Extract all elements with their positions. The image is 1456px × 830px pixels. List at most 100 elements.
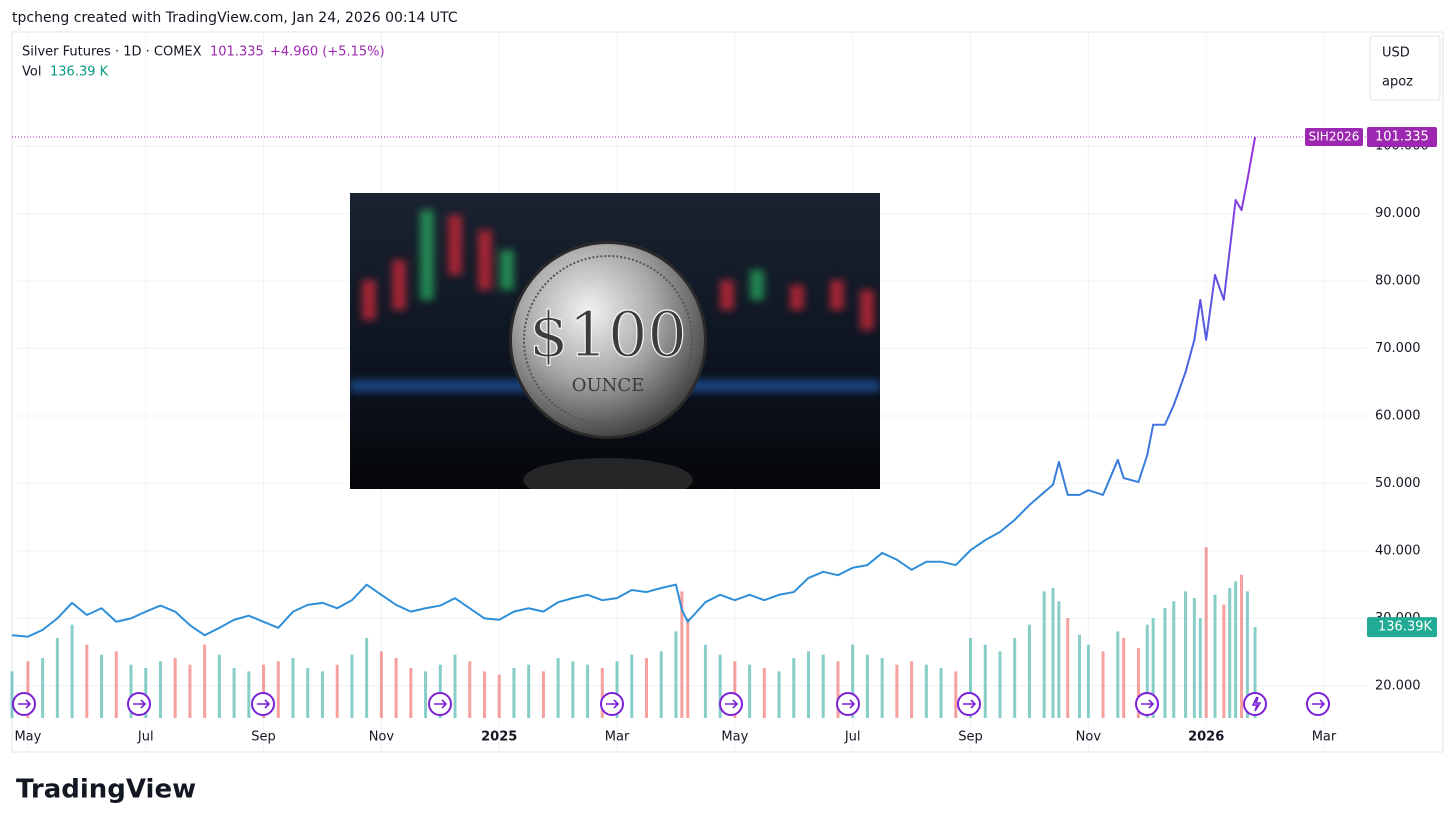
volume-bar	[1145, 624, 1149, 718]
event-arrows	[18, 696, 1326, 712]
volume-bar	[379, 651, 383, 718]
volume-bar	[924, 664, 928, 718]
x-tick-label: Nov	[369, 730, 395, 745]
volume-bar	[394, 658, 398, 718]
x-tick-label: Sep	[251, 730, 276, 745]
volume-label: 136.39K	[1378, 620, 1432, 635]
volume-bar	[100, 654, 104, 718]
volume-bar	[247, 671, 251, 718]
volume-bar	[686, 618, 690, 718]
volume-bar	[129, 664, 133, 718]
volume-bar	[1253, 627, 1257, 718]
volume-bar	[262, 664, 266, 718]
volume-bar	[880, 658, 884, 718]
volume-bar	[1122, 638, 1126, 718]
volume-bar	[438, 664, 442, 718]
volume-bar	[600, 668, 604, 718]
volume-bar	[1151, 618, 1155, 718]
currency-box[interactable]	[1369, 35, 1441, 101]
volume-bar	[320, 671, 324, 718]
volume-bar	[836, 661, 840, 718]
price	[11, 136, 1257, 638]
volume-bar	[453, 654, 457, 718]
volume-bar	[674, 631, 678, 718]
volume-bar	[1042, 591, 1046, 718]
x-tick-label: Sep	[958, 730, 983, 745]
volume-bar	[586, 664, 590, 718]
volume-bar	[70, 624, 74, 718]
volume-bar	[1163, 608, 1167, 718]
x-tick-label: 2025	[481, 730, 517, 745]
volume-bar	[10, 671, 14, 718]
volume-bar	[851, 644, 855, 718]
ticker-label: SIH2026	[1309, 130, 1360, 144]
volume-bar	[1101, 651, 1105, 718]
volume-bar	[1066, 618, 1070, 718]
x-tick-label: 2026	[1188, 730, 1224, 745]
volume-bar	[1172, 601, 1176, 718]
volume-bar	[1213, 594, 1217, 718]
volume-bar	[1136, 648, 1140, 718]
volume-bar	[969, 638, 973, 718]
volume-bar	[1222, 604, 1226, 718]
x-tick-label: Mar	[605, 730, 630, 745]
y-tick-label: 80.000	[1375, 273, 1421, 288]
volume-bar	[306, 668, 310, 718]
volume-bar	[630, 654, 634, 718]
volume-bar	[1245, 591, 1249, 718]
header-price: 101.335	[210, 45, 264, 60]
volume-bar	[615, 661, 619, 718]
coin-subtext: OUNCE	[572, 375, 645, 396]
volume-bar	[1184, 591, 1188, 718]
volume-bar	[1228, 588, 1232, 718]
volume-bar	[335, 664, 339, 718]
volume-bar	[41, 658, 45, 718]
volume-bar	[232, 668, 236, 718]
y-tick-label: 60.000	[1375, 408, 1421, 423]
volume-bar	[1198, 618, 1202, 718]
volume-bar	[865, 654, 869, 718]
price-box	[1367, 127, 1437, 148]
volume-bar	[85, 644, 89, 718]
coin-text: $100	[529, 298, 687, 371]
volume-bar	[910, 661, 914, 718]
price-label: 101.335	[1375, 130, 1429, 145]
volume-bar	[541, 671, 545, 718]
logo: TradingView	[16, 775, 196, 805]
volume-bar	[1051, 588, 1055, 718]
price-line	[11, 136, 1257, 638]
volume-bar	[203, 644, 207, 718]
volume-bar	[939, 668, 943, 718]
volume-bar	[276, 661, 280, 718]
x-tick-label: Mar	[1312, 730, 1337, 745]
picture: $100 OUNCE	[350, 193, 880, 489]
volume-bar	[55, 638, 59, 718]
volume-bar	[718, 654, 722, 718]
volume-bar	[424, 671, 428, 718]
volume-bar	[409, 668, 413, 718]
x-tick-label: Nov	[1076, 730, 1102, 745]
volume-bar	[144, 668, 148, 718]
volume-bar	[497, 674, 501, 718]
y-tick-label: 90.000	[1375, 206, 1421, 221]
volume-bar	[1086, 644, 1090, 718]
x-tick-label: Jul	[137, 730, 154, 745]
volume-bar	[26, 661, 30, 718]
vol-value: 136.39 K	[50, 65, 109, 80]
volume-bar	[895, 664, 899, 718]
volume-bar	[1057, 601, 1061, 718]
volume-bar	[703, 644, 707, 718]
credit: tpcheng created with TradingView.com, Ja…	[12, 10, 458, 26]
volume-bar	[1013, 638, 1017, 718]
event-icons	[12, 692, 1330, 716]
volume-bar	[1116, 631, 1120, 718]
y-tick-label: 40.000	[1375, 543, 1421, 558]
chart-frame	[11, 31, 1444, 753]
scale-menu[interactable]: apoz	[1382, 75, 1413, 90]
volume-bar	[659, 651, 663, 718]
currency[interactable]: USD	[1382, 46, 1410, 61]
volume-bar	[777, 671, 781, 718]
x-tick-label: May	[14, 730, 41, 745]
